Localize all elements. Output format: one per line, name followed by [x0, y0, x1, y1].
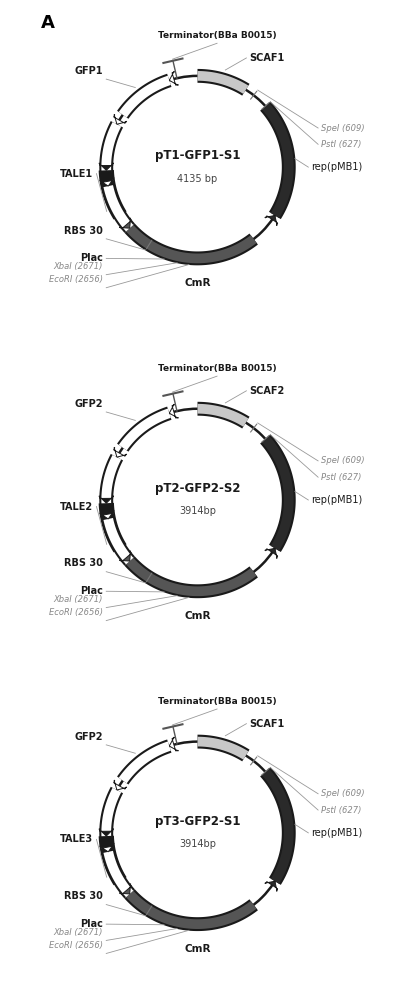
Text: GFP2: GFP2 — [75, 399, 103, 409]
Text: Terminator(BBa B0015): Terminator(BBa B0015) — [158, 697, 276, 706]
Text: A: A — [41, 14, 55, 32]
Text: CmR: CmR — [184, 278, 211, 288]
FancyArrow shape — [169, 737, 178, 751]
Text: rep(pMB1): rep(pMB1) — [312, 495, 363, 505]
Text: RBS 30: RBS 30 — [64, 558, 103, 568]
FancyArrow shape — [169, 71, 178, 85]
FancyArrow shape — [114, 780, 127, 790]
Text: SpeI (609): SpeI (609) — [322, 124, 365, 133]
Text: SCAF1: SCAF1 — [250, 719, 285, 729]
Text: Plac: Plac — [80, 253, 103, 263]
Text: Terminator(BBa B0015): Terminator(BBa B0015) — [158, 31, 276, 40]
FancyArrow shape — [265, 215, 278, 226]
Text: EcoRI (2656): EcoRI (2656) — [49, 941, 103, 950]
Text: PstI (627): PstI (627) — [322, 473, 362, 482]
Text: XbaI (2671): XbaI (2671) — [54, 928, 103, 937]
Text: Plac: Plac — [80, 586, 103, 596]
Text: RBS 30: RBS 30 — [64, 226, 103, 236]
FancyArrow shape — [99, 829, 114, 836]
Text: GFP1: GFP1 — [75, 66, 103, 76]
Text: pT2-GFP2-S2: pT2-GFP2-S2 — [155, 482, 240, 495]
Text: SpeI (609): SpeI (609) — [322, 456, 365, 465]
Text: TALE3: TALE3 — [60, 834, 93, 844]
Text: TALE1: TALE1 — [60, 169, 93, 179]
FancyArrow shape — [114, 114, 127, 124]
Text: XbaI (2671): XbaI (2671) — [54, 595, 103, 604]
FancyArrow shape — [265, 881, 278, 891]
Text: SCAF1: SCAF1 — [250, 53, 285, 63]
FancyArrow shape — [169, 404, 178, 418]
Text: 4135 bp: 4135 bp — [177, 174, 218, 184]
FancyArrow shape — [99, 496, 114, 503]
Text: RBS 30: RBS 30 — [64, 891, 103, 901]
Text: Terminator(BBa B0015): Terminator(BBa B0015) — [158, 364, 276, 373]
FancyArrow shape — [99, 163, 114, 170]
Text: rep(pMB1): rep(pMB1) — [312, 828, 363, 838]
FancyArrow shape — [100, 843, 114, 852]
FancyArrow shape — [119, 884, 132, 895]
Text: PstI (627): PstI (627) — [322, 140, 362, 149]
Text: CmR: CmR — [184, 611, 211, 621]
Text: XbaI (2671): XbaI (2671) — [54, 262, 103, 271]
Text: EcoRI (2656): EcoRI (2656) — [49, 608, 103, 617]
Text: TALE2: TALE2 — [60, 502, 93, 512]
Text: Plac: Plac — [80, 919, 103, 929]
Text: rep(pMB1): rep(pMB1) — [312, 162, 363, 172]
FancyArrow shape — [100, 511, 114, 519]
Text: 3914bp: 3914bp — [179, 839, 216, 849]
Text: 3914bp: 3914bp — [179, 506, 216, 516]
Text: SpeI (609): SpeI (609) — [322, 789, 365, 798]
Text: CmR: CmR — [184, 944, 211, 954]
Text: pT3-GFP2-S1: pT3-GFP2-S1 — [155, 815, 240, 828]
FancyArrow shape — [114, 447, 127, 457]
Text: SCAF2: SCAF2 — [250, 386, 285, 396]
FancyArrow shape — [265, 548, 278, 558]
Text: PstI (627): PstI (627) — [322, 806, 362, 815]
Text: GFP2: GFP2 — [75, 732, 103, 742]
FancyArrow shape — [119, 551, 132, 562]
FancyArrow shape — [119, 218, 132, 229]
Text: EcoRI (2656): EcoRI (2656) — [49, 275, 103, 284]
FancyArrow shape — [100, 178, 114, 186]
Text: pT1-GFP1-S1: pT1-GFP1-S1 — [155, 149, 240, 162]
